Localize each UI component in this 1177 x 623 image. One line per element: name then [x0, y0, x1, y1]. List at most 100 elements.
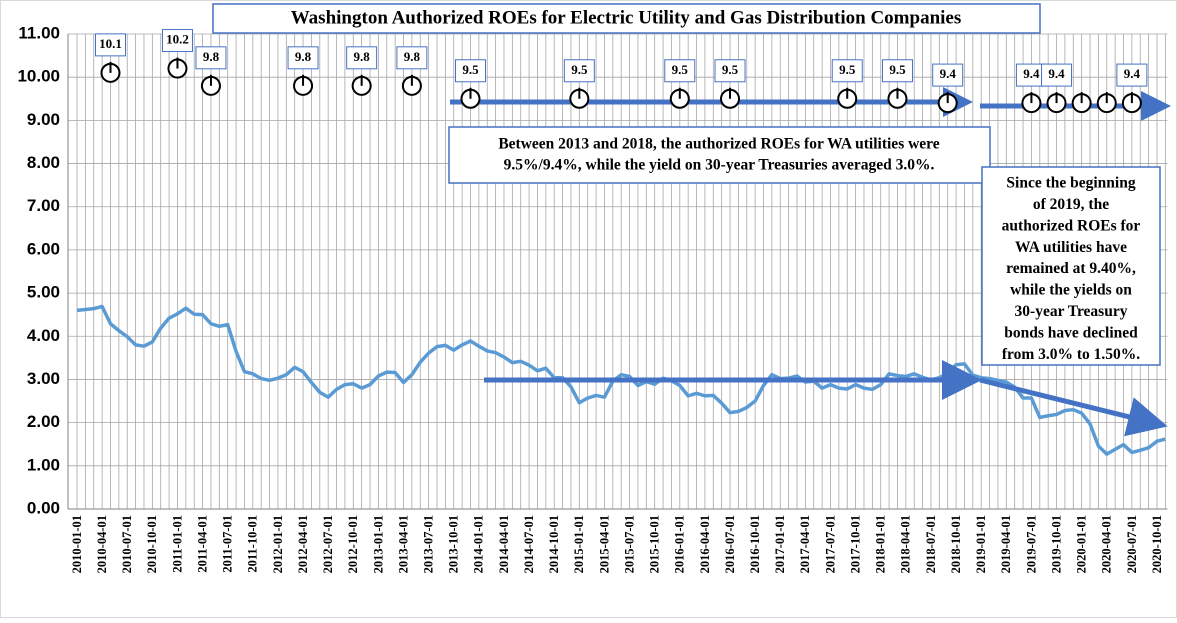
roe-label: 9.8: [295, 49, 312, 64]
x-tick-label: 2011-01-01: [170, 515, 184, 573]
roe-label-box: [1116, 63, 1148, 87]
roe-label: 9.5: [672, 62, 689, 77]
x-tick-label: 2010-01-01: [70, 515, 84, 573]
y-tick-label: 9.00: [27, 110, 60, 129]
x-tick-label: 2015-10-01: [648, 515, 662, 573]
roe-label-box: [346, 46, 378, 70]
x-tick-label: 2013-04-01: [396, 515, 410, 573]
x-tick-label: 2018-10-01: [949, 515, 963, 573]
x-tick-label: 2018-07-01: [924, 515, 938, 573]
annotation-box: [448, 126, 991, 184]
annotation-box: [981, 166, 1161, 366]
x-tick-label: 2016-07-01: [723, 515, 737, 573]
annotation: Between 2013 and 2018, the authorized RO…: [498, 136, 939, 153]
roe-label-box: [881, 59, 913, 83]
x-tick-label: 2019-04-01: [999, 515, 1013, 573]
roe-label-box: [664, 59, 696, 83]
trend-arrow: [979, 377, 1168, 437]
x-tick-label: 2011-07-01: [221, 515, 235, 573]
roe-label-box: [831, 59, 863, 83]
annotation: of 2019, the: [1033, 196, 1109, 213]
x-tick-label: 2011-10-01: [246, 515, 260, 573]
y-tick-label: 1.00: [27, 455, 60, 474]
roe-label-box: [396, 46, 428, 70]
annotation: authorized ROEs for: [1002, 217, 1141, 234]
x-tick-label: 2013-07-01: [422, 515, 436, 573]
y-tick-label: 4.00: [27, 326, 60, 345]
x-tick-label: 2020-07-01: [1125, 515, 1139, 573]
x-tick-label: 2012-04-01: [296, 515, 310, 573]
roe-label-box: [94, 33, 126, 57]
x-tick-label: 2016-04-01: [698, 515, 712, 573]
x-tick-label: 2020-10-01: [1150, 515, 1164, 573]
chart-title: Washington Authorized ROEs for Electric …: [291, 7, 962, 28]
x-tick-label: 2016-10-01: [748, 515, 762, 573]
y-tick-label: 5.00: [27, 283, 60, 302]
x-tick-label: 2020-04-01: [1100, 515, 1114, 573]
x-tick-label: 2014-04-01: [497, 515, 511, 573]
x-tick-label: 2016-01-01: [673, 515, 687, 573]
x-tick-label: 2011-04-01: [195, 515, 209, 573]
x-tick-label: 2014-01-01: [472, 515, 486, 573]
roe-label: 9.8: [203, 49, 220, 64]
roe-label-box: [563, 59, 595, 83]
x-tick-label: 2019-10-01: [1049, 515, 1063, 573]
roe-label-box: [714, 59, 746, 83]
x-tick-label: 2012-10-01: [346, 515, 360, 573]
roe-label-box: [932, 63, 964, 87]
roe-label-box: [1041, 63, 1073, 87]
roe-label: 10.2: [166, 32, 189, 47]
x-tick-label: 2017-10-01: [848, 515, 862, 573]
x-tick-label: 2013-10-01: [447, 515, 461, 573]
roe-label: 9.8: [354, 49, 371, 64]
x-tick-label: 2014-10-01: [547, 515, 561, 573]
x-tick-label: 2010-04-01: [95, 515, 109, 573]
roe-label: 9.4: [1124, 66, 1141, 81]
annotation: from 3.0% to 1.50%.: [1002, 346, 1140, 363]
x-tick-label: 2017-04-01: [798, 515, 812, 573]
title-box: [212, 3, 1041, 34]
annotation: Since the beginning: [1006, 175, 1135, 192]
roe-label: 9.5: [462, 62, 479, 77]
roe-label: 9.4: [1023, 66, 1040, 81]
x-tick-label: 2012-01-01: [271, 515, 285, 573]
x-tick-label: 2018-04-01: [899, 515, 913, 573]
x-tick-label: 2010-10-01: [145, 515, 159, 573]
y-tick-label: 2.00: [27, 412, 60, 431]
roe-label: 9.5: [839, 62, 856, 77]
x-tick-label: 2018-01-01: [874, 515, 888, 573]
y-tick-label: 8.00: [27, 153, 60, 172]
roe-label: 9.8: [404, 49, 421, 64]
roe-label: 9.4: [1048, 66, 1065, 81]
annotation: while the yields on: [1010, 282, 1132, 299]
annotation: WA utilities have: [1015, 239, 1127, 256]
roe-label: 9.5: [889, 62, 906, 77]
y-tick-label: 0.00: [27, 498, 60, 517]
roe-label-box: [195, 46, 227, 70]
y-tick-label: 6.00: [27, 239, 60, 258]
roe-label: 9.5: [722, 62, 739, 77]
x-tick-label: 2020-01-01: [1075, 515, 1089, 573]
x-tick-label: 2017-07-01: [823, 515, 837, 573]
annotation: 9.5%/9.4%, while the yield on 30-year Tr…: [504, 157, 935, 174]
annotation: bonds have declined: [1004, 324, 1138, 341]
x-tick-label: 2015-01-01: [572, 515, 586, 573]
x-tick-label: 2012-07-01: [321, 515, 335, 573]
y-tick-label: 3.00: [27, 369, 60, 388]
roe-label-box: [287, 46, 319, 70]
roe-label: 9.5: [571, 62, 588, 77]
annotation: remained at 9.40%,: [1006, 260, 1136, 277]
x-tick-label: 2013-01-01: [371, 515, 385, 573]
x-tick-label: 2017-01-01: [773, 515, 787, 573]
roe-label-box: [161, 29, 193, 53]
roe-label: 9.4: [940, 66, 957, 81]
roe-label-box: [454, 59, 486, 83]
y-tick-label: 7.00: [27, 196, 60, 215]
yield-line: [76, 304, 1166, 456]
x-tick-label: 2019-01-01: [974, 515, 988, 573]
y-tick-label: 11.00: [18, 23, 60, 42]
y-tick-label: 10.00: [17, 67, 60, 86]
x-tick-label: 2014-07-01: [522, 515, 536, 573]
x-tick-label: 2015-07-01: [622, 515, 636, 573]
